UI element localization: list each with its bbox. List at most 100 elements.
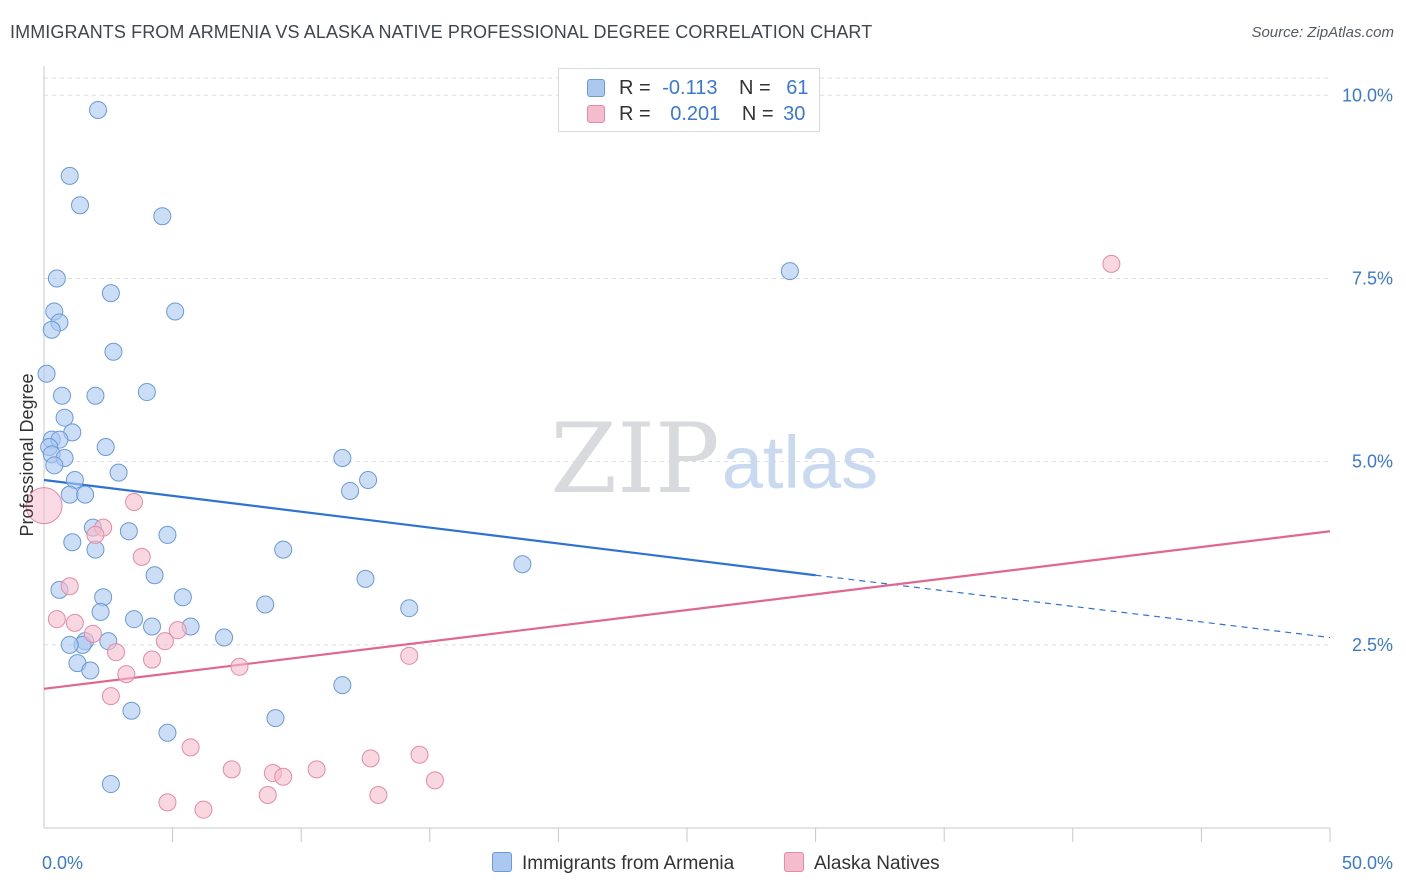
armenia-point [333,448,352,467]
armenia-point [356,569,375,588]
legend-n-value-armenia: 61 [786,77,809,99]
alaska-point [425,771,444,790]
trend-line-alaska [43,530,1331,690]
alaska-point [410,745,429,764]
armenia-point [60,635,79,654]
legend-swatch-alaska [587,105,605,123]
legend-r-value-armenia: -0.113 [662,77,718,99]
alaska-point [230,657,249,676]
armenia-point [143,617,162,636]
alaska-point [155,632,174,651]
alaska-point [60,577,79,596]
alaska-point [158,793,177,812]
y-tick-label: 7.5% [1352,268,1393,288]
legend-r-value-alaska: 0.201 [670,103,721,125]
armenia-point [86,386,105,405]
armenia-point [266,709,285,728]
y-axis-label: Professional Degree [17,373,37,536]
armenia-point [94,588,113,607]
armenia-point [158,723,177,742]
armenia-point [119,522,138,541]
armenia-point [60,485,79,504]
armenia-point [71,196,90,215]
armenia-point [400,599,419,618]
alaska-point [47,610,66,629]
alaska-point [194,800,213,819]
armenia-point [42,320,61,339]
armenia-point [76,485,95,504]
alaska-point [400,646,419,665]
watermark-atlas: atlas [722,421,878,504]
watermark-zip: ZIP [550,403,719,515]
alaska-point [258,786,277,805]
legend-row-armenia: R = -0.113 N = 61 [559,77,819,101]
armenia-point [47,269,66,288]
tick-labels: 2.5% 5.0% 7.5% 10.0% 0.0% 50.0% [42,85,1393,873]
legend-r-label: R = [619,103,651,125]
alaska-point [132,547,151,566]
armenia-point [91,602,110,621]
armenia-point [55,408,74,427]
alaska-point [125,492,144,511]
armenia-point [96,438,115,456]
alaska-point [181,738,200,757]
armenia-point [359,470,378,489]
legend-n-label: N = [739,77,771,99]
armenia-point [145,566,164,585]
alaska-point [222,760,241,779]
armenia-point [333,676,352,695]
legend: R = -0.113 N = 61 R = 0.201 N = 30 [558,68,820,132]
armenia-point [60,166,79,185]
bottom-legend: Immigrants from Armenia Alaska Natives [0,852,1406,878]
y-tick-label: 10.0% [1342,85,1393,105]
armenia-point [215,628,234,647]
armenia-point [53,386,72,405]
alaska-point [25,487,63,525]
watermark: ZIP atlas [550,403,878,515]
alaska-point [1102,254,1121,273]
armenia-point [45,456,64,475]
legend-r-label: R = [619,77,651,99]
armenia-point [137,383,156,402]
legend-n-value-alaska: 30 [783,103,806,125]
armenia-point [158,525,177,544]
armenia-point [37,364,56,383]
bottom-legend-label-armenia: Immigrants from Armenia [522,853,735,874]
alaska-point [369,786,388,805]
alaska-point [361,749,380,768]
legend-swatch-armenia [587,79,605,97]
alaska-point [307,760,326,779]
armenia-point [101,775,120,794]
armenia-point [780,262,799,281]
alaska-point [168,621,187,640]
y-tick-label: 5.0% [1352,452,1393,472]
legend-n-label: N = [741,103,774,125]
armenia-point [104,342,123,361]
alaska-point [117,665,136,684]
armenia-point [89,100,108,119]
trend-lines [43,478,1331,690]
alaska-point [274,767,293,786]
bottom-legend-label-alaska: Alaska Natives [814,853,940,874]
armenia-point [166,302,185,321]
trend-line-armenia-extension [815,574,1331,639]
bottom-legend-alaska: Alaska Natives [784,852,940,875]
armenia-point [341,481,360,500]
alaska-point [143,650,162,669]
bottom-legend-swatch-armenia [492,852,512,872]
armenia-point [63,533,82,552]
x-tick-label-min: 0.0% [42,853,83,873]
source-credit: Source: ZipAtlas.com [1251,24,1394,41]
armenia-point [173,588,192,607]
chart-title: IMMIGRANTS FROM ARMENIA VS ALASKA NATIVE… [10,22,873,42]
trend-line-armenia [43,478,816,577]
armenia-point [109,463,128,482]
armenia-point [513,555,532,574]
armenia-point [125,610,144,629]
armenia-point [274,540,293,559]
alaska-point [101,687,120,706]
armenia-point [101,284,120,303]
bottom-legend-armenia: Immigrants from Armenia [492,852,734,875]
bottom-legend-swatch-alaska [784,852,804,872]
